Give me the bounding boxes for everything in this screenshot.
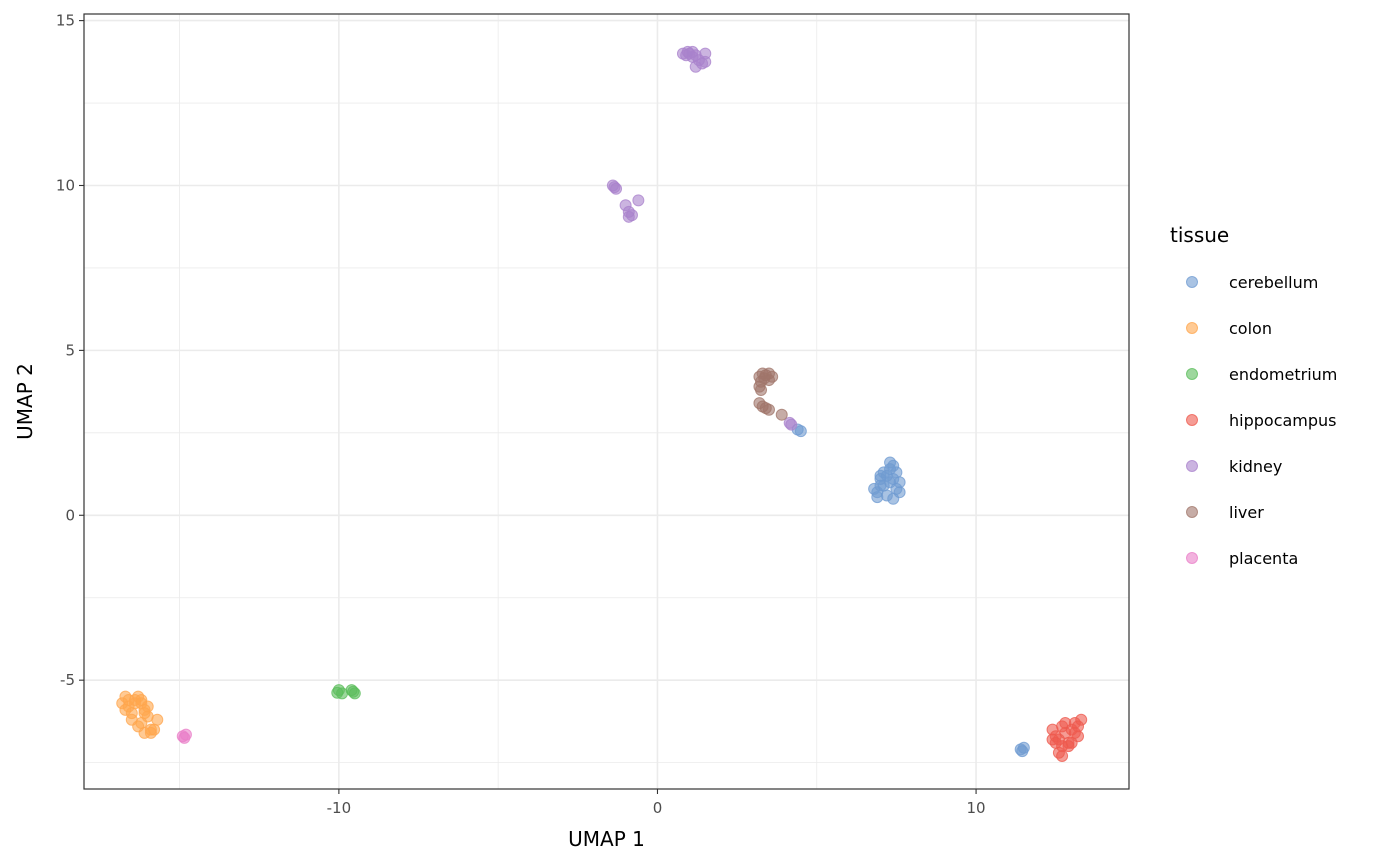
legend-title: tissue [1170, 223, 1229, 247]
legend-label-placenta: placenta [1229, 549, 1298, 568]
y-axis-ticks: -5 0 5 10 15 [56, 12, 84, 689]
legend-key-colon [1186, 322, 1198, 334]
point-liver [762, 403, 775, 416]
y-tick-label: 10 [56, 176, 75, 194]
point-cerebellum [874, 469, 887, 482]
legend: tissue cerebellum colon endometrium hippoca… [1170, 223, 1337, 568]
point-colon [144, 726, 157, 739]
point-kidney [681, 45, 694, 58]
panel-background [84, 14, 1129, 789]
legend-key-liver [1186, 506, 1198, 518]
legend-label-liver: liver [1229, 503, 1264, 522]
point-cerebellum [893, 486, 906, 499]
minor-gridlines [84, 14, 1129, 789]
y-tick-label: 0 [65, 506, 75, 524]
point-colon [119, 703, 132, 716]
point-hippocampus [1056, 750, 1069, 763]
point-kidney [632, 194, 645, 207]
point-kidney [699, 55, 712, 68]
y-tick-label: 15 [56, 12, 75, 30]
legend-items: cerebellum colon endometrium hippocampus kid… [1186, 273, 1337, 568]
point-liver [758, 372, 771, 385]
data-points [116, 45, 1088, 763]
point-kidney [608, 181, 621, 194]
legend-key-kidney [1186, 460, 1198, 472]
legend-label-kidney: kidney [1229, 457, 1282, 476]
point-colon [122, 693, 135, 706]
x-tick-label: 10 [967, 799, 986, 817]
point-hippocampus [1059, 717, 1072, 730]
point-kidney [622, 210, 635, 223]
point-cerebellum [1016, 745, 1029, 758]
legend-label-cerebellum: cerebellum [1229, 273, 1318, 292]
point-cerebellum [887, 473, 900, 485]
legend-key-placenta [1186, 552, 1198, 564]
legend-key-endometrium [1186, 368, 1198, 380]
point-cerebellum [884, 456, 897, 469]
legend-label-hippocampus: hippocampus [1229, 411, 1337, 430]
legend-key-cerebellum [1186, 276, 1198, 288]
x-tick-label: 0 [653, 799, 663, 817]
point-placenta [178, 731, 191, 744]
x-axis-title: UMAP 1 [568, 827, 645, 851]
y-tick-label: 5 [65, 341, 75, 359]
legend-key-hippocampus [1186, 414, 1198, 426]
point-hippocampus [1068, 726, 1081, 739]
point-cerebellum [877, 479, 890, 492]
point-endometrium [347, 685, 360, 698]
point-endometrium [331, 686, 344, 699]
y-axis-title: UMAP 2 [13, 363, 37, 440]
point-liver [775, 408, 788, 421]
panel-border [83, 13, 1130, 790]
point-hippocampus [1046, 733, 1059, 746]
x-tick-label: -10 [327, 799, 352, 817]
x-axis-ticks: -10 0 10 [327, 789, 986, 817]
legend-label-colon: colon [1229, 319, 1272, 338]
point-hippocampus [1056, 740, 1069, 753]
point-colon [132, 720, 145, 733]
legend-label-endometrium: endometrium [1229, 365, 1337, 384]
point-kidney [785, 418, 798, 431]
point-colon [135, 693, 148, 706]
major-gridlines [84, 14, 1129, 789]
point-colon [138, 707, 151, 720]
point-colon [151, 713, 164, 726]
point-cerebellum [871, 491, 884, 504]
y-tick-label: -5 [60, 671, 75, 689]
